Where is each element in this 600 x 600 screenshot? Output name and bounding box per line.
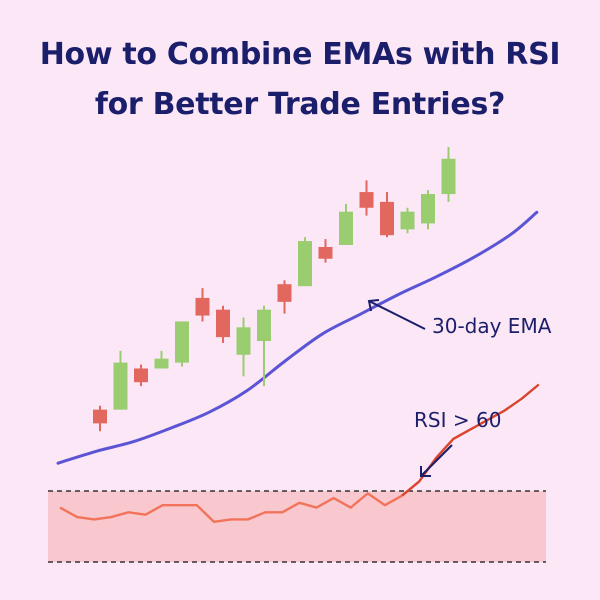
ema-label: 30-day EMA (432, 314, 552, 338)
candle (216, 305, 230, 343)
candle-body (359, 192, 374, 208)
candlestick-series (93, 147, 456, 432)
candle-body (421, 194, 435, 224)
candle (257, 305, 271, 387)
rsi-band (48, 491, 546, 562)
candle-body (400, 211, 415, 230)
title-line-2: for Better Trade Entries? (94, 87, 506, 122)
candle-body (380, 201, 394, 236)
candle-body (257, 309, 271, 342)
candle-body (441, 158, 456, 195)
candle-body (298, 241, 312, 287)
rsi-label: RSI > 60 (414, 408, 502, 432)
candle-body (93, 409, 107, 424)
candle (441, 147, 456, 202)
candle (298, 237, 312, 287)
rsi-panel (48, 383, 546, 563)
rsi-arrow-head (420, 466, 431, 477)
candle (380, 192, 394, 238)
candle-body (195, 297, 210, 316)
candle-body (216, 309, 230, 338)
title-line-1: How to Combine EMAs with RSI (39, 37, 561, 72)
candle-body (318, 246, 333, 259)
ema-line-group (56, 210, 539, 465)
annotation-arrows (367, 299, 453, 477)
candle-body (134, 368, 148, 383)
rsi-line-below (59, 492, 403, 523)
candle-body (175, 321, 189, 363)
rsi-line-above (401, 383, 540, 497)
candle-body (236, 327, 251, 355)
candle-body (339, 211, 353, 245)
candle (339, 203, 353, 245)
candle-body (113, 362, 128, 410)
candle (175, 321, 189, 367)
candle-body (154, 358, 169, 369)
candle (277, 280, 292, 314)
candle (195, 288, 210, 322)
page-title: How to Combine EMAs with RSI for Better … (0, 30, 600, 130)
rsi-line-group (59, 383, 540, 523)
ema-arrow-head (367, 299, 380, 312)
candle (318, 239, 333, 263)
candle (359, 180, 374, 216)
candle-body (277, 284, 292, 302)
ema-arrow-shaft (368, 300, 426, 330)
candle (93, 405, 107, 432)
candle (113, 350, 128, 410)
ema-line (56, 210, 539, 465)
candle (400, 207, 415, 234)
candle (134, 364, 148, 387)
rsi-arrow (420, 444, 453, 477)
candle (421, 190, 435, 230)
rsi-arrow-shaft (420, 444, 453, 477)
candle (236, 317, 251, 377)
ema-arrow (367, 299, 426, 330)
candle (154, 350, 169, 369)
